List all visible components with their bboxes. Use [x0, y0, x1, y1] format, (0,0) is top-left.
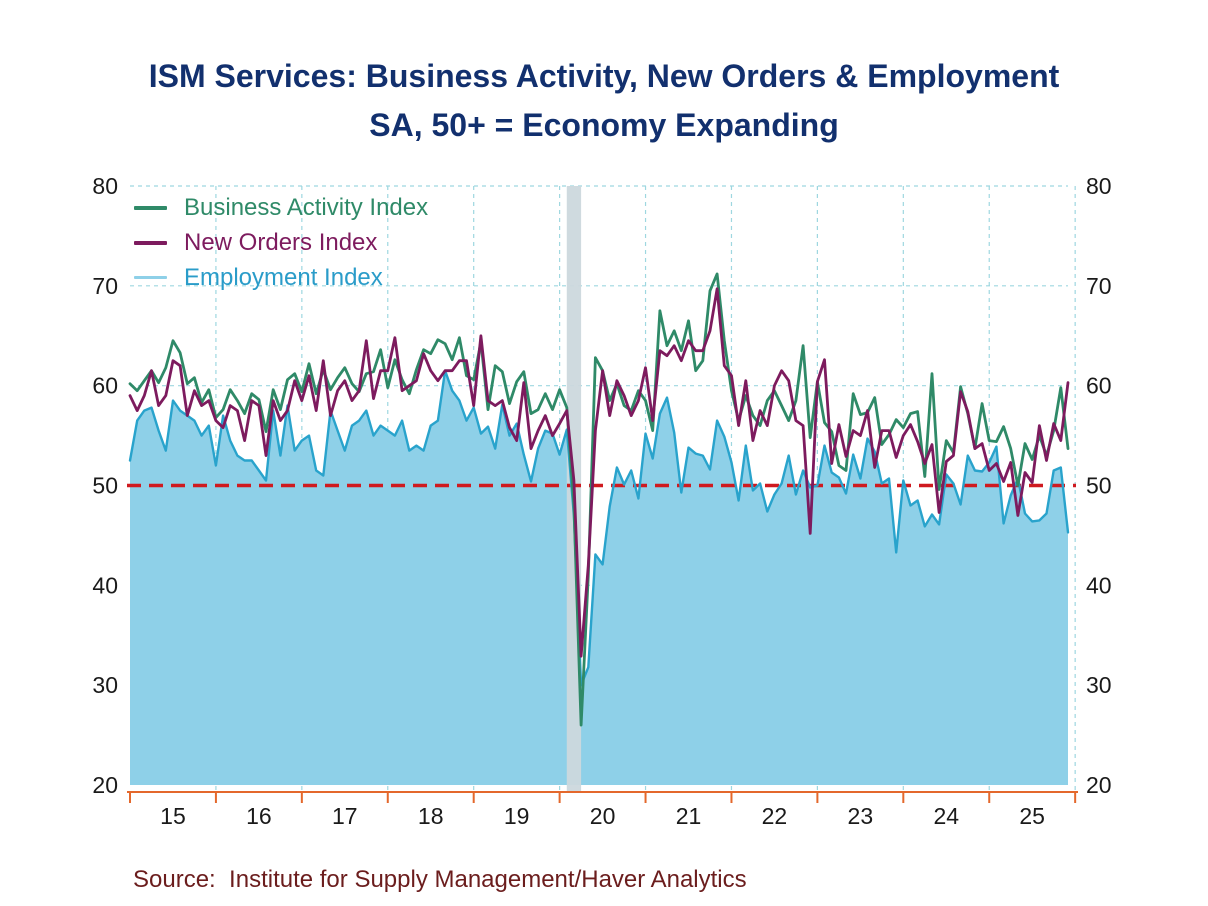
y-tick-label-left: 50	[92, 473, 118, 499]
y-tick-label-right: 50	[1086, 473, 1112, 499]
legend-item-business-activity: Business Activity Index	[134, 190, 428, 225]
x-tick-label: 15	[160, 803, 186, 829]
y-tick-label-left: 30	[92, 672, 118, 698]
x-tick-label: 20	[590, 803, 616, 829]
employment-swatch	[134, 276, 167, 279]
x-tick-label: 18	[418, 803, 444, 829]
x-tick-label: 25	[1019, 803, 1045, 829]
legend-label-employment: Employment Index	[184, 263, 383, 291]
x-tick-label: 23	[848, 803, 874, 829]
y-tick-label-right: 30	[1086, 672, 1112, 698]
legend-item-new-orders: New Orders Index	[134, 225, 428, 260]
x-tick-label: 24	[933, 803, 959, 829]
new-orders-swatch	[134, 240, 167, 245]
chart-title: ISM Services: Business Activity, New Ord…	[0, 52, 1208, 150]
y-tick-label-right: 60	[1086, 373, 1112, 399]
legend-label-new-orders: New Orders Index	[184, 228, 378, 256]
x-tick-label: 19	[504, 803, 530, 829]
x-tick-label: 21	[676, 803, 702, 829]
chart-title-line2: SA, 50+ = Economy Expanding	[369, 107, 839, 143]
employment-line	[128, 272, 1070, 727]
source-attribution: Source: Institute for Supply Management/…	[133, 866, 747, 893]
y-tick-label-right: 40	[1086, 572, 1112, 598]
y-tick-label-left: 40	[92, 572, 118, 598]
y-tick-label-left: 80	[92, 173, 118, 199]
legend-item-employment: Employment Index	[134, 260, 428, 295]
y-tick-label-right: 20	[1086, 772, 1112, 798]
y-tick-label-left: 60	[92, 373, 118, 399]
x-tick-label: 22	[762, 803, 788, 829]
chart-title-line1: ISM Services: Business Activity, New Ord…	[148, 58, 1060, 94]
legend-label-business-activity: Business Activity Index	[184, 193, 429, 221]
x-tick-label: 16	[246, 803, 272, 829]
business-activity-line	[128, 287, 1070, 658]
x-tick-label: 17	[332, 803, 358, 829]
y-tick-label-left: 20	[92, 772, 118, 798]
y-tick-label-left: 70	[92, 273, 118, 299]
chart-legend: Business Activity Index New Orders Index…	[134, 190, 428, 295]
business-activity-swatch	[134, 205, 167, 210]
y-tick-label-right: 80	[1086, 173, 1112, 199]
y-tick-label-right: 70	[1086, 273, 1112, 299]
